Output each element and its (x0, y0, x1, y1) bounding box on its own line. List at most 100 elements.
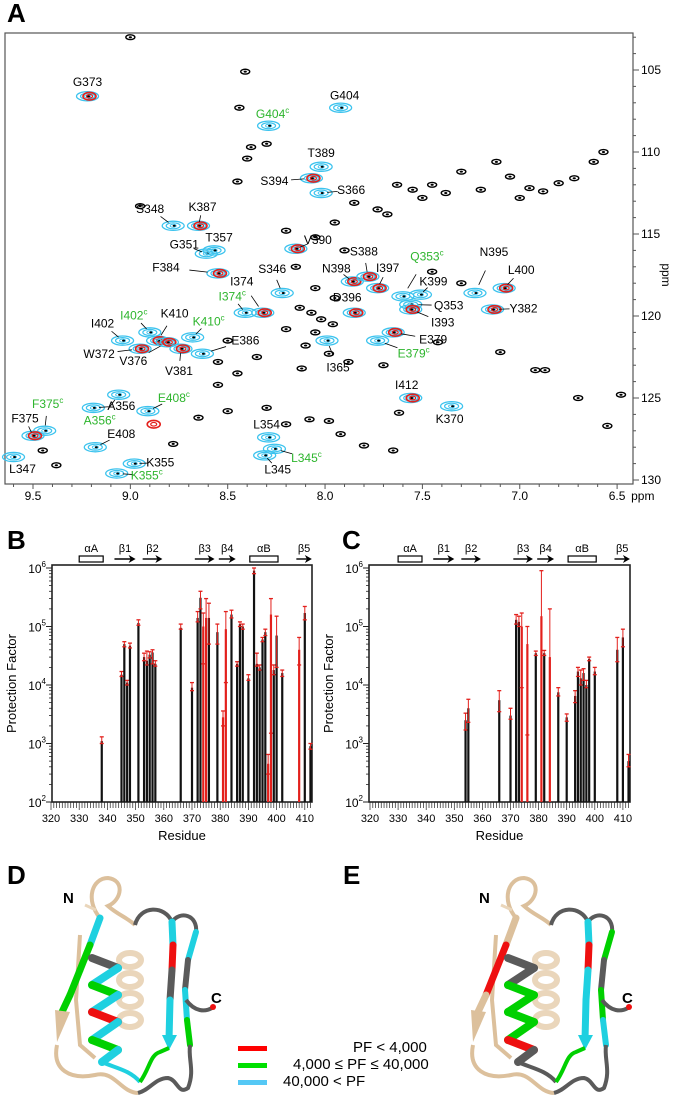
peak-leader-line (478, 270, 486, 286)
peak-leader-line (291, 178, 305, 181)
x-tick-label: 410 (614, 813, 632, 825)
bar-rect (515, 619, 518, 802)
peak-leader-line (276, 279, 281, 289)
peak-label: T389 (307, 146, 335, 160)
cyan-peak-contour (340, 276, 364, 287)
cyan-peak-contour (309, 161, 333, 173)
cyan-peak-contour (206, 268, 230, 279)
unassigned-peak (232, 178, 243, 185)
unassigned-peak (125, 34, 136, 41)
peak-label: K410c (193, 313, 225, 328)
unassigned-peak (598, 148, 609, 156)
assigned-peak: I402c (120, 307, 162, 338)
red-peak-contour (306, 173, 321, 183)
x-axis-label: Residue (476, 828, 524, 843)
bar-rect (498, 700, 501, 802)
peak-leader-line (189, 269, 208, 273)
structure-e-c-terminus-label: C (622, 990, 633, 1007)
bar (252, 567, 257, 802)
secondary-structure-strand: β1 (114, 543, 136, 563)
secondary-structure-label: β4 (221, 543, 233, 555)
structure-d-ribbon (54, 875, 216, 1095)
bar (626, 753, 631, 802)
peak-label: T357 (205, 230, 233, 244)
panel-label-b: B (7, 525, 26, 555)
bar (466, 698, 471, 802)
bar (525, 625, 530, 802)
bar-rect (593, 671, 596, 802)
cyan-peak-contour (381, 327, 405, 338)
right-strand-b-segment (184, 1017, 193, 1048)
bar (136, 619, 141, 802)
secondary-structure-strand: β2 (142, 543, 163, 563)
secondary-structure-label: β3 (198, 543, 210, 555)
right-strand-a-segment (581, 996, 590, 1044)
bar (204, 597, 209, 802)
bar (539, 570, 544, 802)
bar-rect (264, 632, 267, 802)
bar-rect (298, 649, 301, 802)
assigned-peak: F384 (152, 260, 230, 279)
cyan-peak-contour (365, 282, 390, 294)
bar (198, 590, 203, 802)
right-strand-a-segment (584, 941, 593, 974)
peak-leader-line (117, 349, 132, 352)
cyan-peak-contour (105, 468, 129, 479)
red-peak-contour (27, 431, 43, 441)
bar (584, 679, 589, 802)
secondary-structure-label: β1 (119, 543, 131, 555)
x-tick-label: 330 (70, 813, 88, 825)
peak-leader-line (122, 473, 134, 475)
bar (516, 615, 521, 802)
unassigned-peak (495, 348, 506, 356)
red-peak-contour (290, 244, 306, 254)
assigned-peak: V390 (284, 233, 332, 255)
bar (592, 666, 597, 802)
unassigned-peak (212, 381, 224, 388)
c-terminal-tip (210, 1004, 216, 1010)
bar-rect (509, 715, 512, 802)
bar (587, 656, 592, 802)
bar-rect (126, 682, 129, 802)
bar-rect (241, 626, 244, 802)
bar (497, 690, 502, 802)
peak-leader-line (343, 274, 350, 280)
legend-swatch-red (238, 1046, 267, 1051)
cyan-peak-contour (315, 335, 339, 346)
strand-arrowhead (162, 1035, 177, 1050)
peak-label: I374 (230, 275, 254, 289)
assigned-peak: K355c (105, 467, 163, 482)
bar (578, 669, 583, 802)
secondary-structure-strand: β4 (537, 543, 555, 563)
unassigned-peak (615, 391, 627, 398)
strand-arrowhead (155, 555, 163, 563)
bar-rect (236, 663, 239, 802)
back-helix-turn (116, 1010, 144, 1030)
unassigned-peak (475, 186, 487, 193)
assigned-peak: G404 (328, 89, 360, 113)
peak-leader-line (250, 295, 259, 307)
bar (125, 679, 130, 802)
n-strand-segment (482, 966, 500, 999)
peak-label: S348 (136, 202, 164, 216)
red-peak-contour (347, 276, 362, 287)
bar-rect (128, 645, 132, 802)
peak-label: I412 (395, 378, 419, 392)
x-tick-label: 350 (445, 813, 463, 825)
cyan-peak-contour (21, 430, 45, 441)
x-tick-label: 6.5 (609, 489, 626, 503)
y-tick-label: 106 (345, 560, 363, 576)
panel-label-e: E (343, 860, 361, 890)
bar (153, 660, 158, 802)
unassigned-peak (315, 316, 327, 323)
secondary-structure-helix: αB (249, 543, 279, 563)
x-tick-label: 400 (267, 813, 285, 825)
legend-label-high: 40,000 < PF (283, 1073, 366, 1090)
unassigned-peak (280, 326, 292, 333)
bar-rect (202, 626, 205, 802)
x-tick-label: 390 (239, 813, 257, 825)
secondary-structure-strand: β4 (218, 543, 236, 563)
unassigned-peak (251, 353, 263, 361)
helix-link-2 (138, 1046, 170, 1084)
x-tick-label: 320 (361, 813, 379, 825)
